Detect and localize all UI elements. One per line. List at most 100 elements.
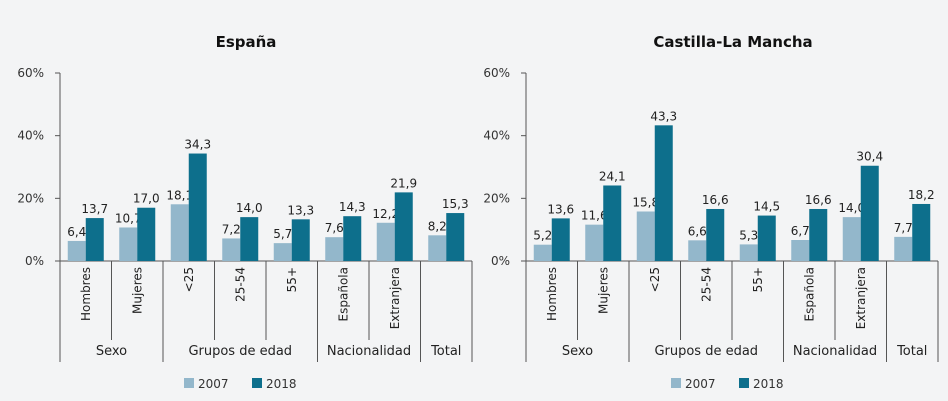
category-label: Hombres [79,267,93,321]
category-label: Mujeres [596,267,610,314]
data-label: 16,6 [805,193,832,207]
y-tick-label: 0% [25,254,44,268]
bar-2018 [394,192,413,261]
legend-label: 2007 [685,377,716,391]
bar-2018 [912,203,931,261]
bar-2007 [67,240,86,261]
bar-2018 [188,153,207,261]
bar-2018 [603,185,622,261]
y-tick-label: 60% [483,66,510,80]
bar-2007 [376,222,395,261]
data-label: 34,3 [184,138,211,152]
data-label: 6,6 [688,224,707,238]
data-label: 7,6 [325,221,344,235]
data-label: 17,0 [133,192,160,206]
data-label: 7,2 [222,222,241,236]
legend-swatch [671,378,681,388]
category-label: Mujeres [130,267,144,314]
bar-2018 [654,125,673,262]
data-label: 18,2 [908,188,935,202]
category-label: <25 [648,267,662,292]
data-label: 18,1 [166,188,193,202]
legend-label: 2007 [198,377,229,391]
bar-2018 [757,215,776,261]
chart-panel-espana: España 60% 40% 20% 0% 6,4 13,7 Hombres 10,7 17,0 M… [17,33,473,391]
legend-swatch [739,378,749,388]
chart-title: España [216,33,277,51]
bar-2007 [325,237,344,261]
bar-2007 [273,243,292,261]
data-label: 14,5 [753,200,780,214]
bar-2018 [551,218,570,261]
legend-label: 2018 [266,377,297,391]
data-label: 15,8 [632,195,659,209]
data-label: 13,6 [547,202,574,216]
category-label: 25-54 [233,267,247,302]
bar-2007 [842,217,861,261]
data-label: 14,0 [236,201,263,215]
bar-2018 [343,216,362,261]
data-label: 15,3 [442,197,469,211]
group-label: Sexo [562,344,593,359]
data-label: 13,7 [81,202,108,216]
bar-2018 [137,207,156,261]
group-label: Nacionalidad [327,344,411,359]
category-label: 55+ [285,267,299,292]
y-tick-label: 20% [483,191,510,205]
bar-2007 [688,240,707,261]
bar-2007 [739,244,758,261]
y-tick-label: 60% [17,66,44,80]
chart-title: Castilla-La Mancha [653,33,812,51]
bar-2018 [706,208,725,261]
data-label: 30,4 [856,150,883,164]
data-label: 24,1 [599,169,626,183]
category-label: <25 [182,267,196,292]
data-label: 8,2 [428,219,447,233]
data-label: 43,3 [650,109,677,123]
bar-2007 [585,224,604,261]
bar-2007 [428,235,447,261]
bar-2018 [446,213,465,261]
chart-panel-castilla-la-mancha: Castilla-La Mancha 60% 40% 20% 0% 5,2 13,6 Homb… [483,33,939,391]
data-label: 21,9 [390,176,417,190]
bar-2007 [119,227,138,261]
legend-swatch [184,378,194,388]
legend-label: 2018 [753,377,784,391]
category-label: Extranjera [388,267,402,329]
data-label: 16,6 [702,193,729,207]
bar-2007 [222,238,241,261]
group-label: Total [430,344,461,359]
data-label: 10,7 [115,211,142,225]
category-label: Hombres [545,267,559,321]
bar-2018 [240,217,259,261]
data-label: 12,2 [372,207,399,221]
y-tick-label: 40% [17,129,44,143]
data-label: 5,7 [273,227,292,241]
category-label: 55+ [751,267,765,292]
data-label: 7,7 [894,221,913,235]
bar-2007 [636,211,655,261]
bar-2018 [860,165,879,261]
group-label: Grupos de edad [188,344,292,359]
data-label: 13,3 [287,203,314,217]
group-label: Nacionalidad [793,344,877,359]
group-label: Sexo [96,344,127,359]
data-label: 5,2 [533,229,552,243]
bar-2007 [791,240,810,261]
bar-2007 [894,236,913,261]
bar-2007 [170,204,189,261]
y-tick-label: 0% [491,254,510,268]
data-label: 6,7 [791,224,810,238]
data-label: 14,0 [838,201,865,215]
group-label: Grupos de edad [654,344,758,359]
category-label: Española [336,267,350,321]
bar-2007 [533,244,552,261]
group-label: Total [896,344,927,359]
data-label: 14,3 [339,200,366,214]
bar-2018 [85,218,104,261]
category-label: Extranjera [854,267,868,329]
category-label: Española [802,267,816,321]
